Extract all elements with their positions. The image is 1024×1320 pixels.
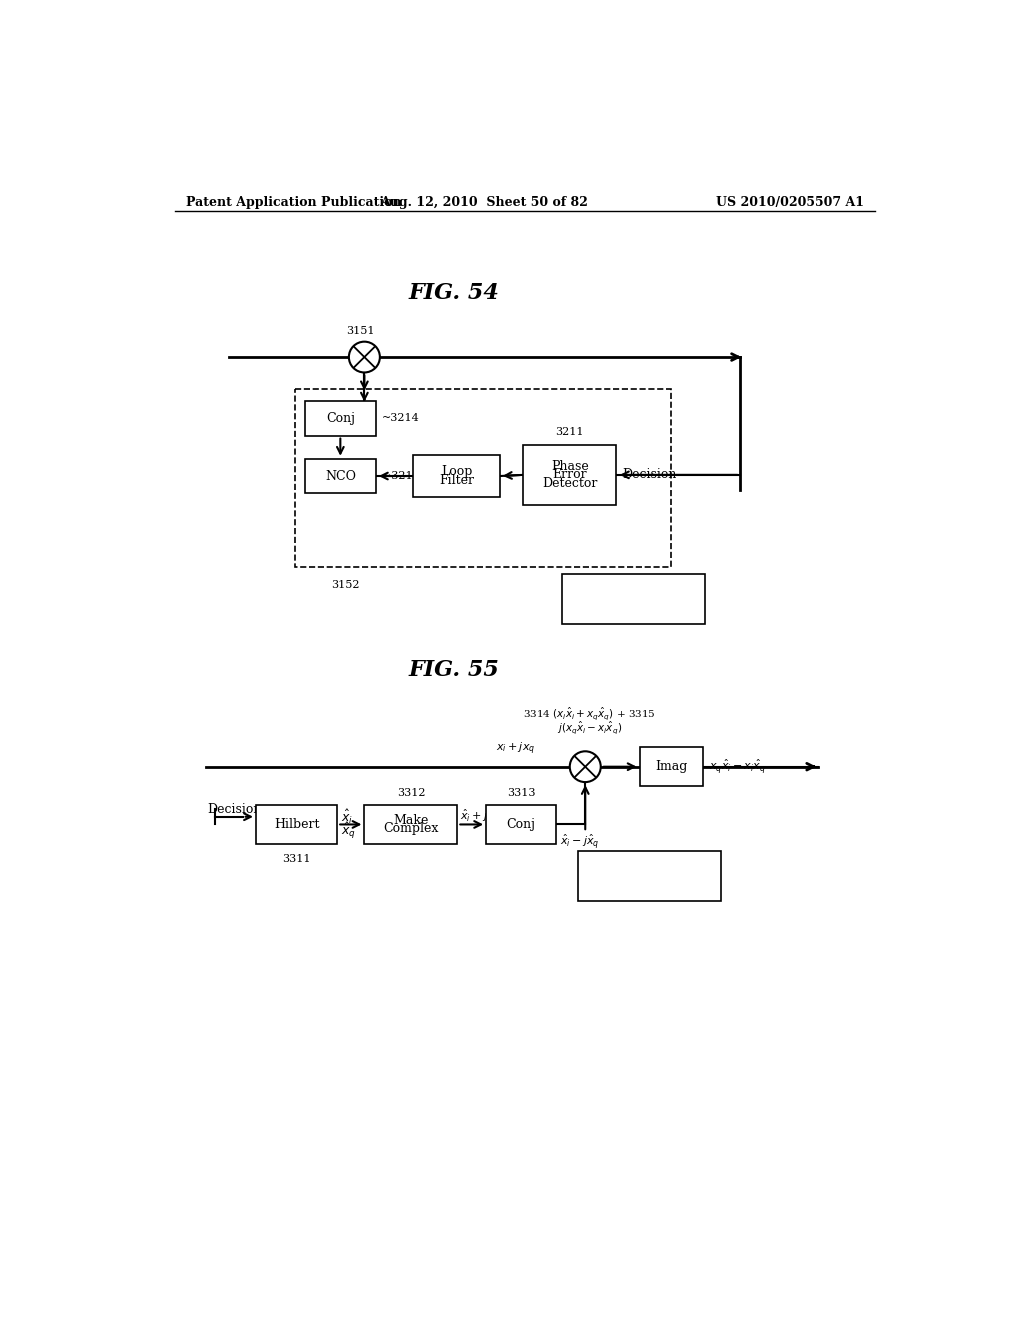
Text: Real: Real [630, 880, 655, 891]
Text: Phase: Phase [551, 459, 589, 473]
Text: $\hat{x}_i-j\hat{x}_q$: $\hat{x}_i-j\hat{x}_q$ [560, 832, 599, 851]
Bar [305, 401, 376, 436]
Bar [256, 805, 337, 843]
Bar [486, 805, 556, 843]
Text: Complex: Complex [614, 586, 664, 597]
Bar [640, 747, 703, 785]
Text: Patent Application Publication: Patent Application Publication [186, 195, 401, 209]
Text: Loop: Loop [441, 465, 472, 478]
Text: $\hat{x}_q$: $\hat{x}_q$ [341, 821, 356, 841]
Text: Complex: Complex [383, 822, 438, 836]
Bar [562, 574, 706, 624]
Bar [578, 851, 721, 902]
Text: $x_i+jx_q$: $x_i+jx_q$ [496, 741, 536, 758]
Text: ~3213  3212: ~3213 3212 [382, 471, 456, 480]
Text: Conj: Conj [507, 818, 536, 832]
Text: 3152: 3152 [331, 581, 359, 590]
Text: 3312: 3312 [396, 788, 425, 797]
Text: 3151: 3151 [346, 326, 375, 335]
Text: Hilbert: Hilbert [273, 818, 319, 832]
Text: $\hat{x}_i+j\hat{x}_q$: $\hat{x}_i+j\hat{x}_q$ [461, 808, 500, 826]
Text: Error: Error [552, 469, 587, 482]
Circle shape [569, 751, 601, 781]
Text: Complex: Complex [630, 863, 679, 874]
Text: Detector: Detector [542, 477, 597, 490]
Text: $\hat{x}_i$: $\hat{x}_i$ [341, 808, 353, 826]
Text: Conj: Conj [326, 412, 355, 425]
Text: Make: Make [393, 813, 429, 826]
Text: Real: Real [614, 603, 640, 614]
Bar [305, 459, 376, 494]
Circle shape [349, 342, 380, 372]
Text: Aug. 12, 2010  Sheet 50 of 82: Aug. 12, 2010 Sheet 50 of 82 [381, 195, 589, 209]
Text: Decision: Decision [623, 469, 677, 482]
Text: 3314 $(x_i\hat{x}_i+x_q\hat{x}_q)$ + 3315: 3314 $(x_i\hat{x}_i+x_q\hat{x}_q)$ + 331… [523, 705, 655, 722]
Bar [523, 445, 616, 504]
Text: Imag: Imag [655, 760, 687, 774]
Text: $j(x_q\hat{x}_i-x_i\hat{x}_q)$: $j(x_q\hat{x}_i-x_i\hat{x}_q)$ [556, 719, 622, 737]
Text: 3311: 3311 [283, 854, 311, 865]
Bar [414, 455, 500, 498]
Text: ~3214: ~3214 [382, 413, 420, 424]
Bar [365, 805, 458, 843]
Text: 3313: 3313 [507, 788, 536, 797]
Text: 3211: 3211 [555, 428, 584, 437]
Text: US 2010/0205507 A1: US 2010/0205507 A1 [716, 195, 864, 209]
Text: $x_q\hat{x}_i-x_i\hat{x}_q$: $x_q\hat{x}_i-x_i\hat{x}_q$ [710, 758, 767, 776]
Text: NCO: NCO [325, 470, 356, 483]
Text: FIG. 55: FIG. 55 [408, 660, 499, 681]
Text: FIG. 54: FIG. 54 [408, 282, 499, 304]
Text: Filter: Filter [439, 474, 474, 487]
Text: Decision: Decision [207, 803, 261, 816]
